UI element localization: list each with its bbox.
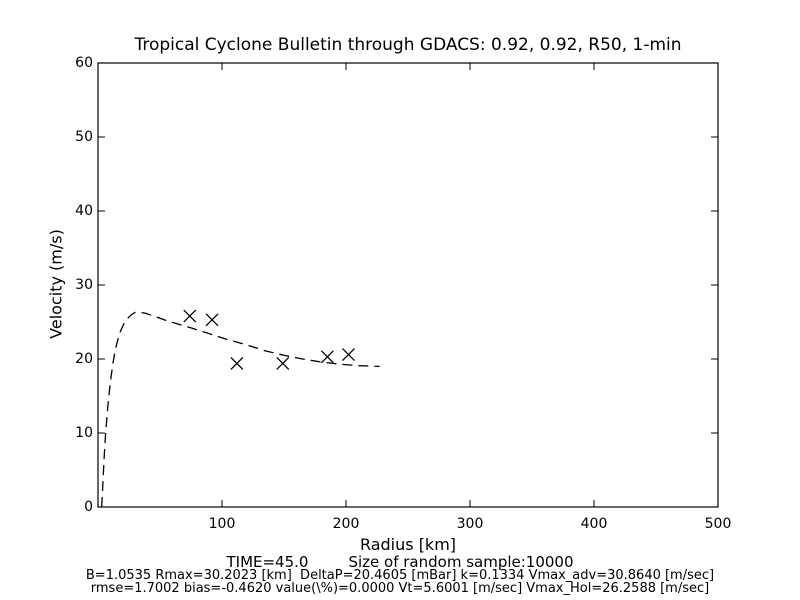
x-tick-label: 100 [208, 516, 236, 532]
y-tick-label: 20 [75, 351, 93, 367]
wind-profile-curve [101, 311, 380, 508]
y-tick-label: 30 [75, 277, 93, 293]
y-tick-label: 60 [75, 55, 93, 71]
x-tick-label: 200 [332, 516, 360, 532]
y-tick-label: 40 [75, 203, 93, 219]
axes-frame [97, 62, 719, 508]
y-tick-label: 0 [84, 499, 93, 515]
x-tick-label: 300 [456, 516, 484, 532]
sample-size-value: Size of random sample:10000 [348, 553, 574, 571]
footer-params-line-1: B=1.0535 Rmax=30.2023 [km] DeltaP=20.460… [85, 568, 715, 583]
footer-time-line: TIME=45.0 Size of random sample:10000 [0, 553, 800, 571]
time-value: TIME=45.0 [226, 553, 309, 571]
sample-point-marker [230, 356, 244, 370]
sample-point-marker [342, 348, 355, 362]
y-tick-label: 50 [75, 129, 93, 145]
y-axis-label: Velocity (m/s) [46, 229, 66, 339]
x-tick-label: 500 [704, 516, 732, 532]
x-axis-label: Radius [km] [359, 535, 457, 554]
sample-point-marker [320, 350, 334, 364]
sample-point-marker [183, 309, 197, 323]
sample-point-marker [205, 313, 219, 327]
y-tick-label: 10 [75, 425, 93, 441]
footer-params-line-2: rmse=1.7002 bias=-0.4620 value(\%)=0.000… [90, 581, 710, 596]
chart-title: Tropical Cyclone Bulletin through GDACS:… [134, 35, 682, 55]
sample-point-marker [276, 356, 290, 370]
x-tick-label: 400 [580, 516, 608, 532]
